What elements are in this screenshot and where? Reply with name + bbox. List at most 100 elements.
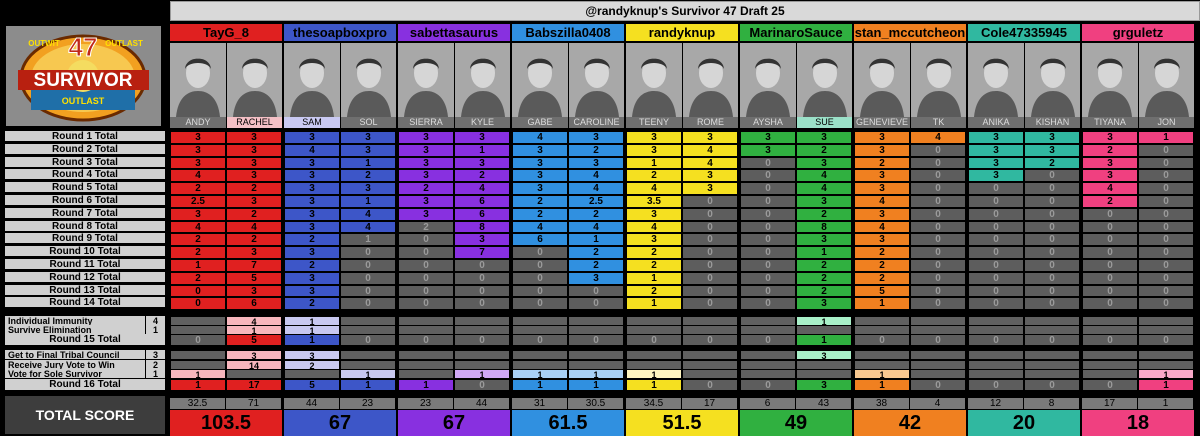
score-cell: 0	[968, 284, 1024, 298]
score-cell: 1	[796, 246, 852, 259]
player-photos: TIYANA JON	[1082, 43, 1194, 128]
player-photo: ANDY	[170, 43, 226, 128]
score-cell: 3	[682, 131, 738, 144]
score-cell: 3.5	[626, 195, 682, 208]
bonus-points: 1	[146, 369, 165, 379]
score-cell: 0	[968, 297, 1024, 311]
player-subtotal: 44	[284, 398, 340, 409]
round-total-cell: 0	[170, 334, 226, 346]
round-total-cell: 0	[854, 334, 910, 346]
team-total-score: 67	[398, 410, 510, 436]
team-name: sabettasaurus	[398, 24, 510, 41]
score-cell: 3	[968, 156, 1024, 170]
round-total-cell: 0	[1024, 379, 1080, 391]
score-cell: 0	[398, 297, 454, 311]
score-cell: 2	[512, 207, 568, 221]
round-total-cell: 0	[910, 379, 966, 391]
bonus-cell	[340, 350, 396, 360]
score-cell: 0	[398, 259, 454, 272]
score-cell: 1	[626, 271, 682, 285]
player-photo: TK	[910, 43, 966, 128]
bonus-cell	[968, 350, 1024, 360]
bonus-cell: 1	[568, 369, 624, 380]
score-cell: 3	[284, 195, 340, 208]
score-cell: 6	[512, 233, 568, 247]
score-cell: 2	[226, 233, 282, 247]
round-total-cell: 0	[740, 379, 796, 391]
round-total-cell: 3	[796, 379, 852, 391]
logo-number: 47	[69, 32, 98, 62]
score-cell: 1	[340, 233, 396, 247]
score-cell: 2	[626, 259, 682, 272]
score-cell: 0	[454, 259, 510, 272]
score-cell: 4	[284, 143, 340, 157]
player-name: TK	[911, 117, 966, 128]
score-cell: 0	[454, 284, 510, 298]
score-cell: 3	[626, 233, 682, 247]
bonus-cell	[1082, 369, 1138, 379]
bonus-cell: 1	[626, 369, 682, 380]
player-subtotal: 8	[1024, 398, 1080, 409]
bonus-cell	[1082, 350, 1138, 360]
score-cell: 2.5	[170, 195, 226, 208]
score-cell: 0	[1138, 156, 1194, 170]
score-cell: 2	[284, 259, 340, 272]
score-cell: 3	[284, 220, 340, 234]
score-cell: 0	[1138, 259, 1194, 272]
score-cell: 3	[170, 131, 226, 144]
score-cell: 3	[1024, 131, 1080, 144]
round-label: Round 2 Total	[5, 143, 165, 155]
score-cell: 0	[740, 182, 796, 195]
player-name: GENEVIEVE	[854, 117, 910, 128]
score-cell: 3	[512, 169, 568, 183]
score-cell: 0	[1138, 169, 1194, 183]
bonus-cell: 3	[226, 350, 282, 361]
player-silhouette-icon	[854, 43, 910, 117]
bonus-cell	[854, 350, 910, 360]
bonus-cell: 3	[796, 350, 852, 361]
score-cell: 2	[796, 143, 852, 157]
score-cell: 3	[796, 156, 852, 170]
player-name: JON	[1139, 117, 1194, 128]
bonus-label: Vote for Sole Survivor	[5, 369, 145, 379]
score-cell: 0	[1082, 284, 1138, 298]
team-column-5: MarinaroSauce AYSHA SUE	[740, 24, 852, 128]
player-subtotal: 17	[682, 398, 738, 409]
score-cell: 0	[968, 182, 1024, 195]
round-total-cell: 0	[512, 334, 568, 346]
score-cell: 7	[226, 259, 282, 272]
player-photos: GABE CAROLINE	[512, 43, 624, 128]
score-cell: 0	[740, 195, 796, 208]
score-cell: 0	[340, 297, 396, 311]
player-subtotal: 12	[968, 398, 1024, 409]
score-cell: 3	[284, 182, 340, 195]
team-column-8: grguletz TIYANA JON	[1082, 24, 1194, 128]
bonus-cell	[1024, 350, 1080, 360]
score-cell: 2	[626, 284, 682, 298]
bonus-cell	[626, 350, 682, 360]
round-total-cell: 1	[398, 379, 454, 391]
score-cell: 0	[1138, 271, 1194, 285]
score-cell: 2	[398, 182, 454, 195]
score-cell: 3	[284, 271, 340, 285]
score-cell: 4	[626, 220, 682, 234]
score-cell: 3	[340, 131, 396, 144]
score-cell: 3	[170, 156, 226, 170]
player-photo: TEENY	[626, 43, 682, 128]
player-name: AYSHA	[740, 117, 796, 128]
player-subtotal: 44	[454, 398, 510, 409]
player-subtotal: 6	[740, 398, 796, 409]
score-cell: 2	[568, 246, 624, 259]
player-photos: SIERRA KYLE	[398, 43, 510, 128]
score-cell: 2	[796, 284, 852, 298]
score-cell: 6	[226, 297, 282, 311]
score-cell: 0	[1082, 259, 1138, 272]
player-silhouette-icon	[284, 43, 340, 117]
score-cell: 4	[170, 169, 226, 183]
score-cell: 0	[910, 246, 966, 259]
score-cell: 3	[1082, 156, 1138, 170]
player-name: SIERRA	[398, 117, 454, 128]
score-cell: 4	[796, 169, 852, 183]
team-column-3: Babszilla0408 GABE CAROLINE	[512, 24, 624, 128]
player-silhouette-icon	[569, 43, 624, 117]
